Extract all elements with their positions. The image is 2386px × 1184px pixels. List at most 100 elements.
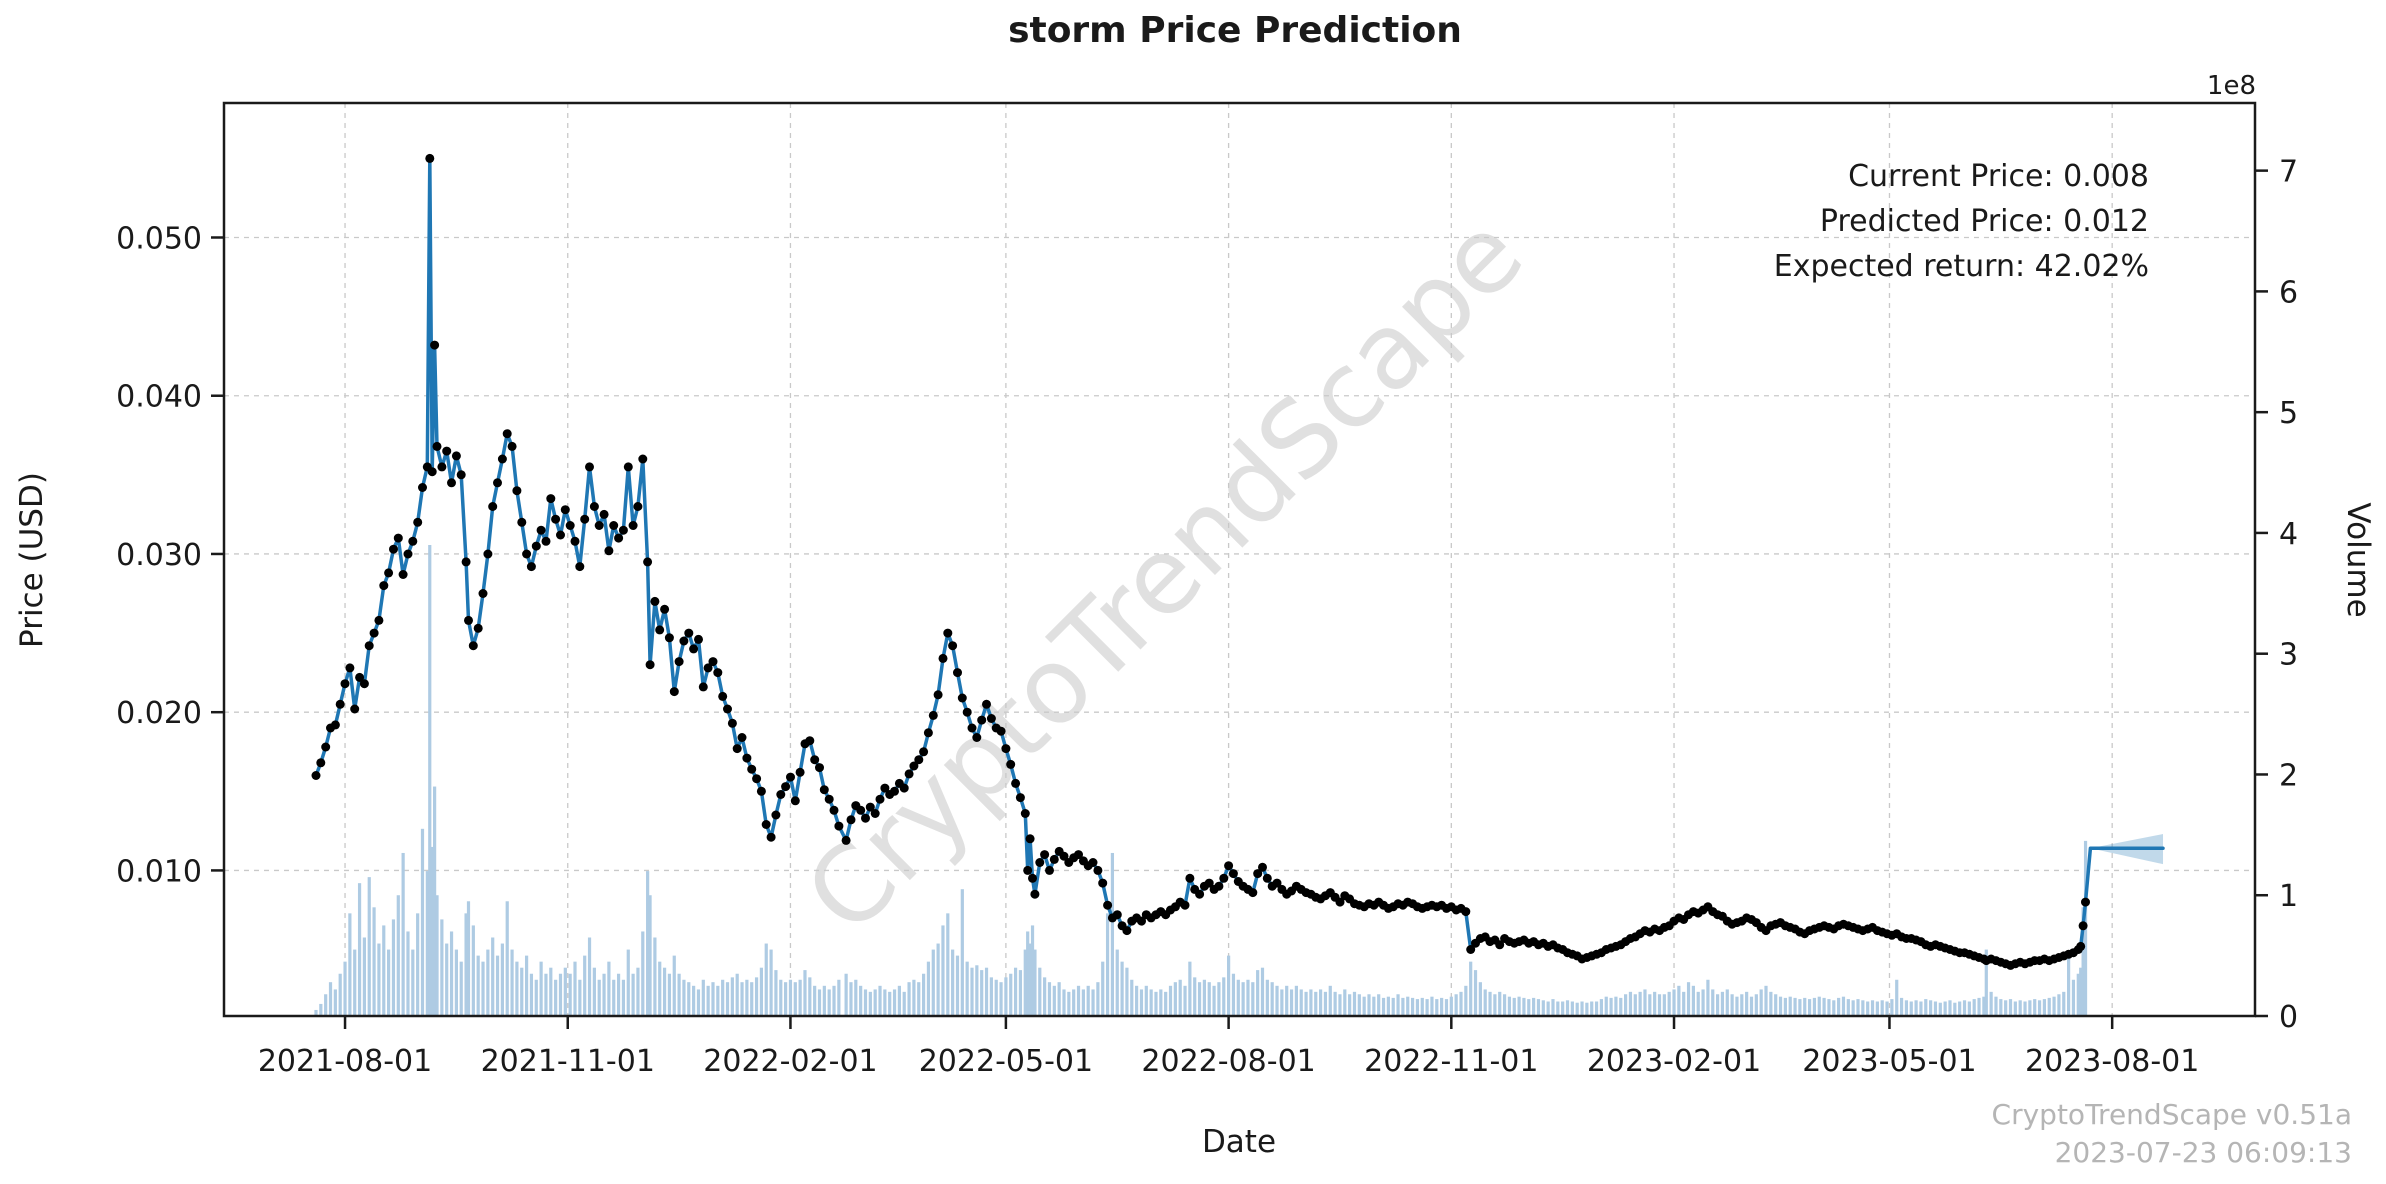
volume-bar (641, 931, 645, 1016)
volume-bar (1551, 999, 1555, 1016)
price-data-point (1025, 834, 1035, 844)
volume-bar (682, 979, 686, 1016)
volume-bar (1299, 989, 1303, 1016)
volume-bar (658, 961, 662, 1016)
volume-bar (544, 973, 548, 1016)
volume-bar (1406, 996, 1410, 1016)
volume-bar (1193, 977, 1197, 1016)
x-tick-label: 2023-02-01 (1587, 1044, 1761, 1079)
volume-bar (1469, 961, 1473, 1016)
x-axis-label: Date (1202, 1124, 1276, 1160)
volume-bar (1962, 1000, 1967, 1016)
volume-bar (529, 973, 534, 1016)
price-data-point (628, 521, 638, 530)
price-data-point (805, 736, 815, 746)
price-data-point (1461, 907, 1471, 917)
price-tick-label: 0.050 (116, 221, 202, 256)
volume-bar (505, 901, 509, 1016)
price-data-point (389, 544, 398, 554)
price-data-point (1122, 926, 1132, 936)
volume-bar (1604, 996, 1608, 1016)
price-data-point (1045, 865, 1054, 875)
volume-bar (486, 949, 490, 1016)
volume-bar (1682, 991, 1686, 1016)
volume-bar (1735, 996, 1739, 1016)
volume-bar (1929, 1000, 1933, 1016)
chart-title: storm Price Prediction (1008, 10, 1462, 51)
volume-bar (1086, 985, 1090, 1016)
volume-bar (793, 982, 797, 1016)
price-data-point (560, 505, 570, 515)
price-data-point (713, 668, 723, 678)
x-tick-label: 2022-08-01 (1141, 1044, 1315, 1079)
volume-bar (1982, 996, 1986, 1016)
x-tick-label: 2022-05-01 (919, 1044, 1093, 1079)
price-data-point (565, 521, 575, 530)
price-data-point (1195, 889, 1205, 899)
price-data-point (408, 536, 418, 546)
price-data-point (551, 514, 561, 524)
volume-bar (324, 994, 328, 1016)
price-data-point (546, 494, 556, 504)
volume-bar (1861, 1000, 1865, 1016)
volume-bar (868, 991, 872, 1016)
volume-bar (1740, 994, 1744, 1016)
price-data-point (493, 478, 502, 488)
volume-bar (1599, 999, 1604, 1016)
volume-bar (445, 943, 449, 1016)
volume-bar (817, 989, 822, 1016)
price-data-point (393, 533, 403, 543)
volume-bar (1989, 991, 1993, 1016)
price-data-point (413, 517, 423, 527)
volume-bar (1410, 997, 1415, 1016)
volume-bar (740, 982, 744, 1016)
price-data-point (856, 805, 866, 815)
price-data-point (1335, 897, 1345, 907)
price-data-point (502, 429, 512, 439)
volume-bar (1381, 997, 1386, 1016)
volume-bar (1575, 1002, 1579, 1016)
price-data-point (771, 810, 781, 820)
price-data-point (580, 514, 590, 524)
volume-tick-label: 5 (2279, 396, 2298, 431)
price-data-point (335, 699, 345, 709)
volume-bar (1478, 982, 1482, 1016)
volume-bar (621, 979, 626, 1016)
price-data-point (451, 451, 461, 461)
volume-bar (1832, 1000, 1836, 1016)
price-data-point (865, 802, 875, 812)
volume-bar (863, 989, 868, 1016)
price-data-point (846, 815, 856, 825)
volume-bar (1609, 997, 1613, 1016)
price-data-point (870, 809, 880, 818)
price-data-point (766, 832, 776, 842)
price-data-point (633, 502, 643, 511)
volume-bar (1173, 982, 1177, 1016)
volume-bar (1483, 989, 1487, 1016)
price-data-point (776, 790, 786, 799)
price-data-point (517, 517, 527, 527)
volume-bar (1159, 989, 1163, 1016)
credit-timestamp: 2023-07-23 06:09:13 (2055, 1136, 2352, 1169)
price-data-point (1112, 910, 1122, 920)
price-data-point (795, 767, 805, 777)
volume-bar (1473, 970, 1478, 1016)
volume-bar (1338, 994, 1342, 1016)
volume-bar (2008, 999, 2013, 1016)
price-data-point (948, 641, 958, 651)
price-data-point (810, 755, 820, 765)
price-data-point (483, 549, 493, 559)
volume-bar (1101, 961, 1105, 1016)
price-tick-label: 0.040 (116, 380, 202, 415)
price-data-point (1204, 878, 1214, 888)
volume-bar (926, 961, 931, 1016)
volume-bar (1994, 996, 1998, 1016)
volume-bar (646, 871, 650, 1016)
volume-bar (338, 973, 342, 1016)
volume-bar (1866, 1001, 1870, 1016)
price-data-point (522, 549, 532, 559)
volume-tick-label: 4 (2279, 517, 2298, 552)
price-data-point (933, 690, 943, 700)
price-data-point (321, 742, 331, 752)
